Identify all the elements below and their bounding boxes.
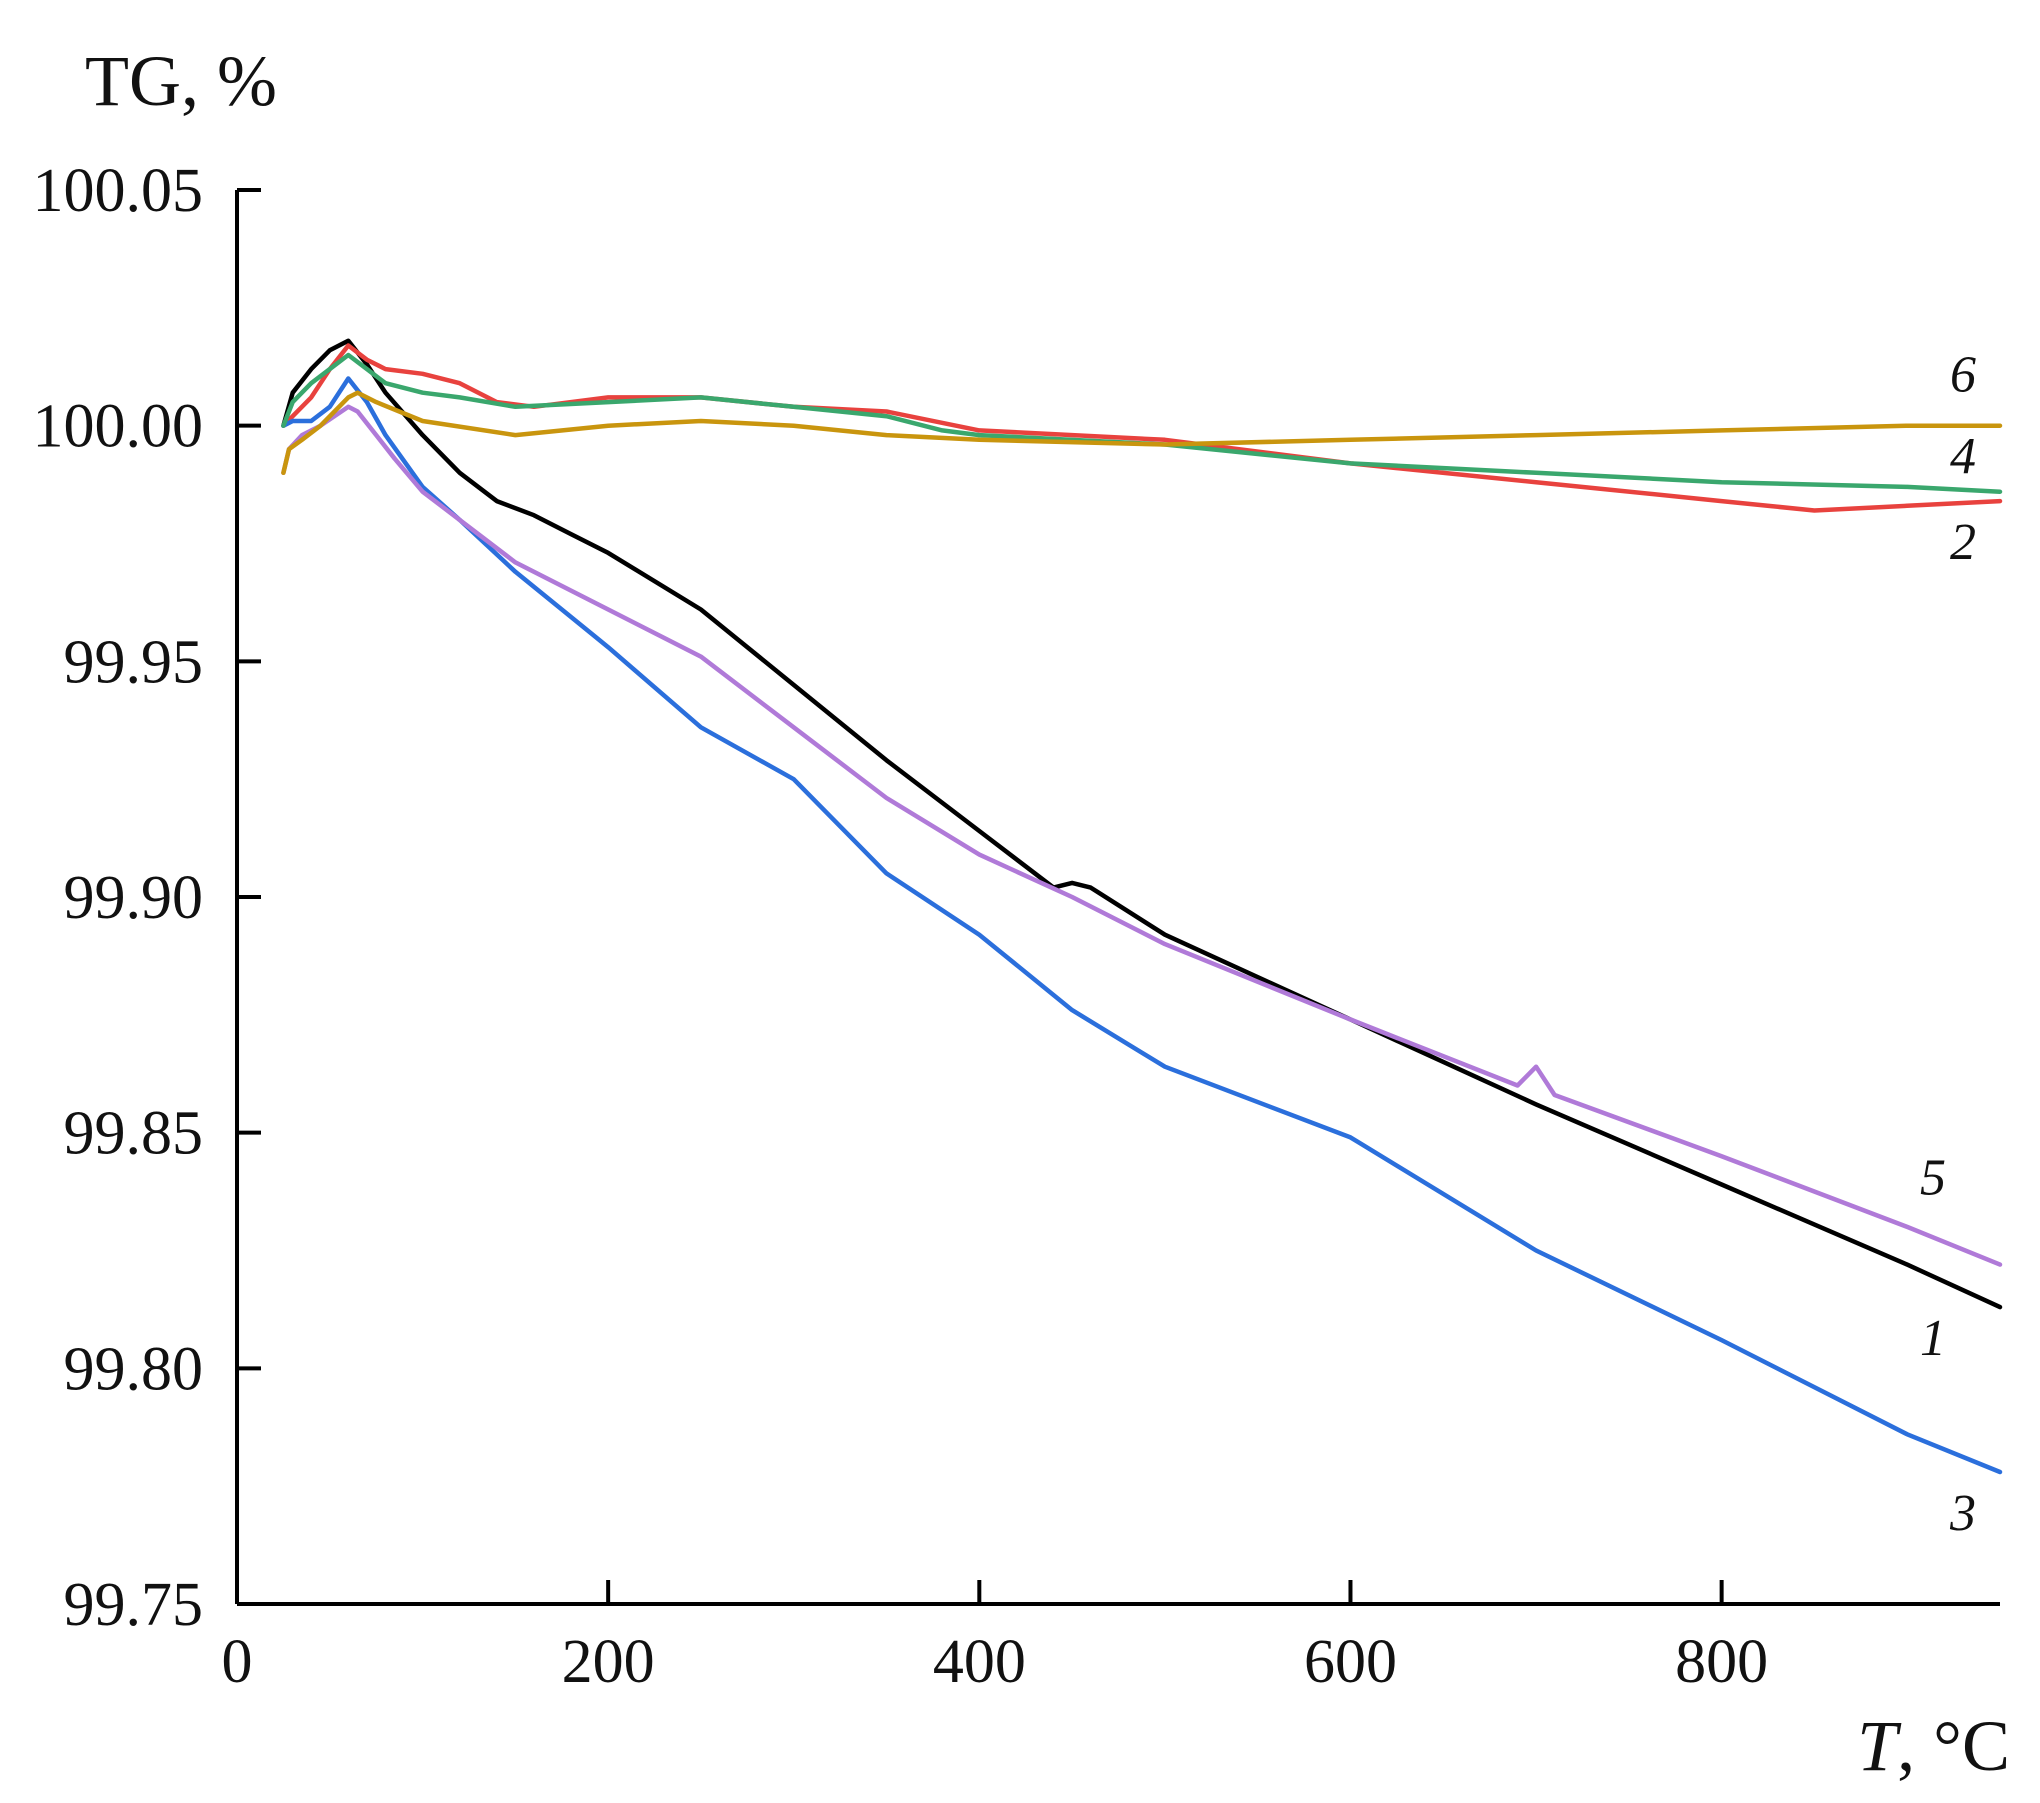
y-tick-label: 99.85 (64, 1100, 204, 1168)
x-tick-label: 800 (1675, 1628, 1768, 1696)
x-axis-unit: , °C (1897, 1706, 2010, 1786)
x-tick-label: 0 (222, 1628, 253, 1696)
curve-label-2: 2 (1950, 514, 1976, 571)
x-tick-label: 200 (562, 1628, 655, 1696)
curve-labels: 6 4 2 5 1 3 (1920, 347, 1976, 1542)
series-line-2 (281, 343, 2003, 513)
series-line-5 (281, 404, 2003, 1267)
series-line-6 (281, 390, 2003, 476)
y-tick-label: 99.80 (64, 1335, 204, 1403)
x-axis-title: T, °C (1857, 1706, 2010, 1786)
series-layer (281, 338, 2003, 1475)
y-tick-label: 99.75 (64, 1571, 204, 1639)
series-line-3 (281, 376, 2003, 1475)
x-tick-label: 400 (933, 1628, 1026, 1696)
y-tick-label: 100.00 (33, 393, 204, 461)
curve-label-1: 1 (1920, 1310, 1946, 1367)
y-tick-label: 100.05 (33, 157, 204, 225)
y-tick-label: 99.90 (64, 864, 204, 932)
y-axis-title: TG, % (85, 41, 277, 121)
curve-label-4: 4 (1950, 429, 1976, 486)
curve-label-5: 5 (1920, 1150, 1946, 1207)
axes: 99.75 99.80 99.85 99.90 99.95 100.00 100.05 0 20… (33, 157, 2000, 1696)
curve-label-6: 6 (1950, 347, 1976, 404)
curve-label-3: 3 (1949, 1485, 1976, 1542)
series-line-4 (281, 352, 2003, 494)
x-tick-label: 600 (1304, 1628, 1397, 1696)
y-tick-label: 99.95 (64, 628, 204, 696)
x-axis-variable: T (1857, 1706, 1902, 1786)
